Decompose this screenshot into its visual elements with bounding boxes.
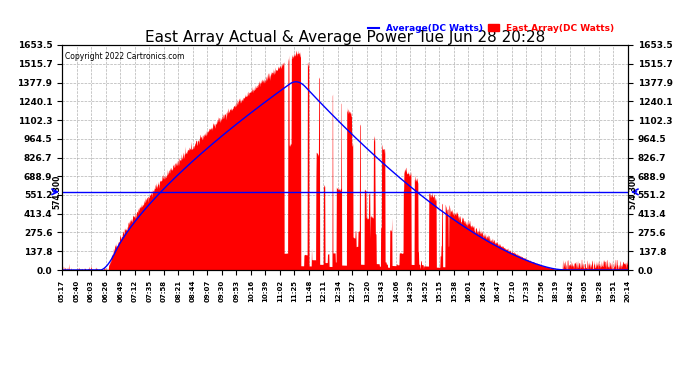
Text: 574.300: 574.300 [52, 175, 61, 209]
Text: Copyright 2022 Cartronics.com: Copyright 2022 Cartronics.com [65, 52, 184, 61]
Title: East Array Actual & Average Power Tue Jun 28 20:28: East Array Actual & Average Power Tue Ju… [145, 30, 545, 45]
Legend: Average(DC Watts), East Array(DC Watts): Average(DC Watts), East Array(DC Watts) [365, 20, 618, 36]
Text: 574.300: 574.300 [629, 175, 638, 209]
